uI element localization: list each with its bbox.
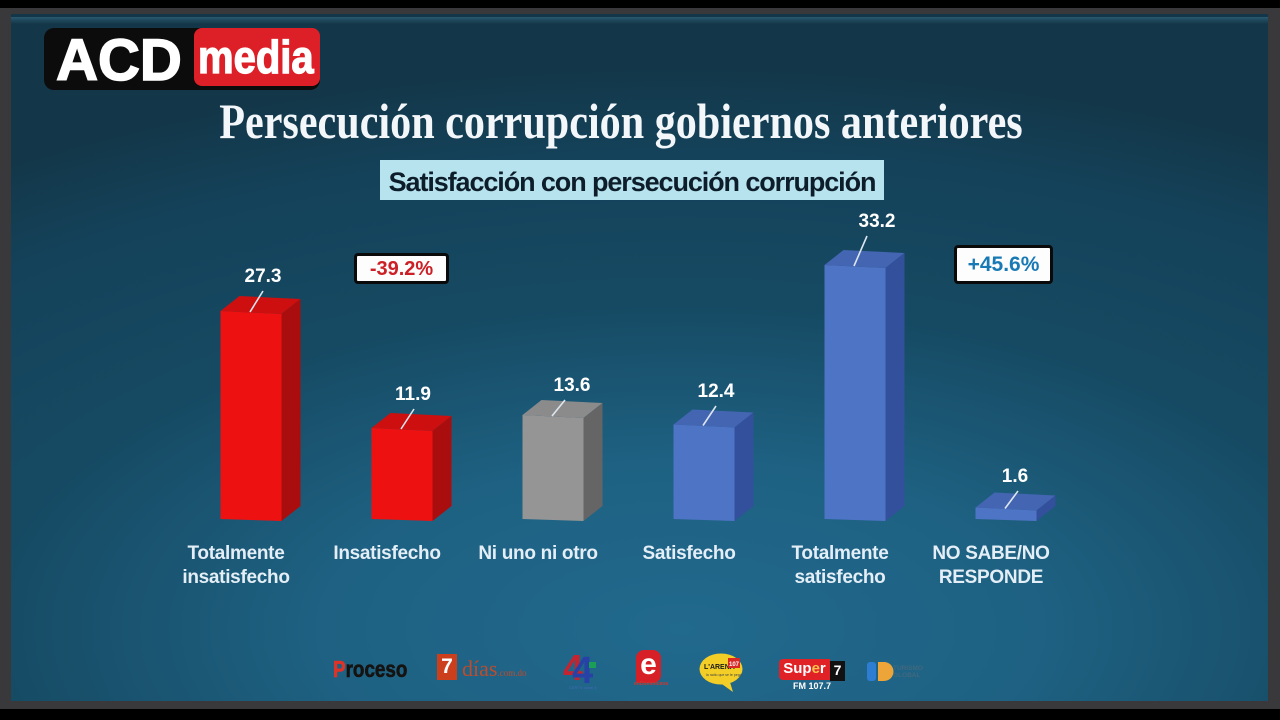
- svg-text:CERTV canal 4: CERTV canal 4: [569, 685, 597, 690]
- svg-text:GLOBAL: GLOBAL: [893, 672, 920, 679]
- svg-text:la radio que se te pega: la radio que se te pega: [706, 673, 742, 677]
- svg-text:107: 107: [729, 662, 740, 668]
- svg-text:L'ARENA: L'ARENA: [704, 664, 735, 671]
- svg-text:4: 4: [563, 647, 583, 688]
- svg-text:4: 4: [572, 650, 593, 692]
- svg-text:TURISMO: TURISMO: [893, 665, 923, 672]
